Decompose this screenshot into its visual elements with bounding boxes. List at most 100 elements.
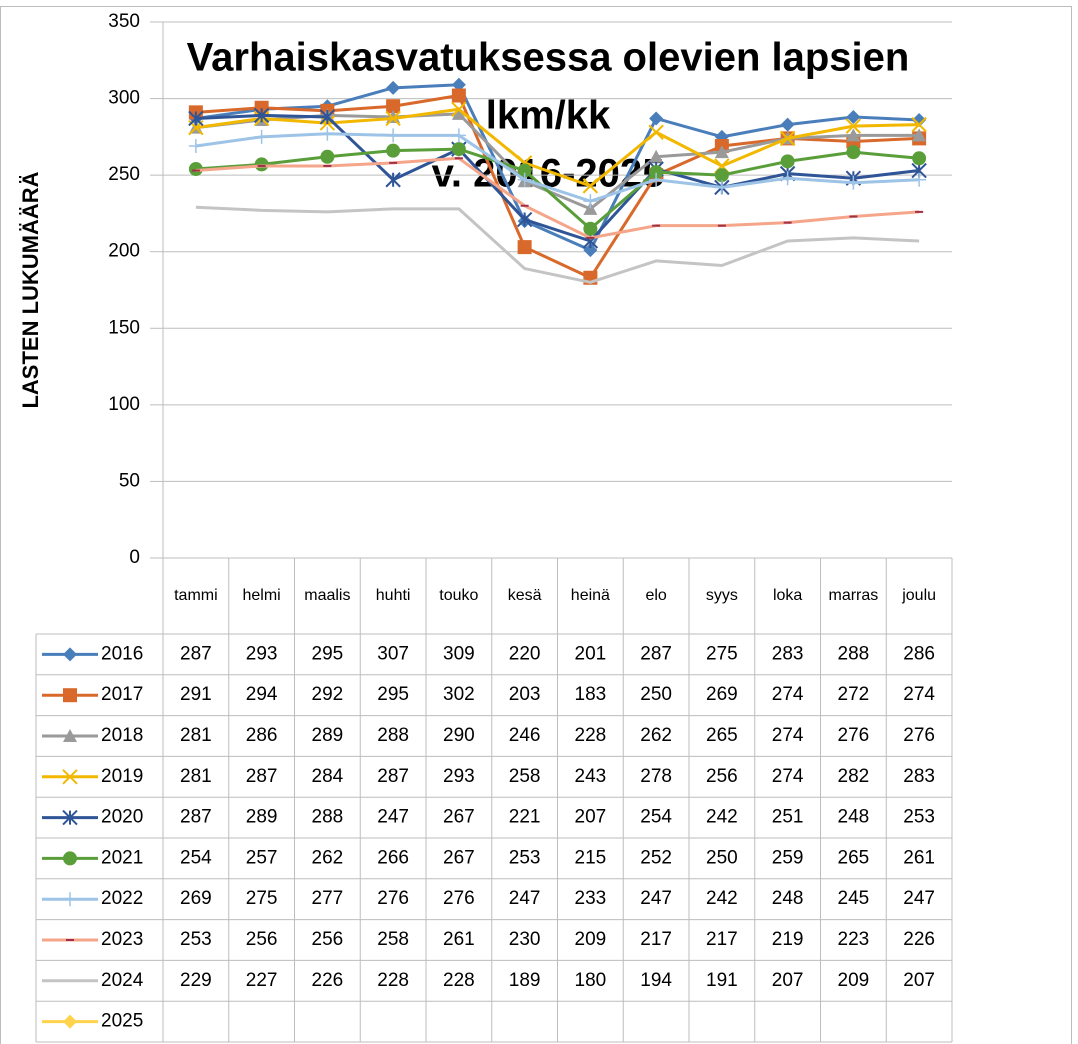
table-value: 246: [509, 725, 541, 746]
marker: [846, 128, 861, 142]
marker: [385, 172, 401, 188]
table-value: 226: [903, 929, 935, 950]
marker: [63, 729, 77, 742]
marker: [451, 88, 466, 103]
table-value: 294: [246, 684, 278, 705]
table-value: 230: [509, 929, 541, 950]
table-value: 257: [246, 847, 278, 868]
table-value: 247: [903, 888, 935, 909]
table-value: 309: [443, 643, 475, 664]
marker: [385, 110, 401, 127]
table-value: 265: [838, 847, 870, 868]
table-value: 209: [838, 970, 870, 991]
marker: [517, 172, 532, 187]
marker: [451, 142, 466, 157]
x-tick-label: huhti: [376, 587, 411, 604]
marker: [254, 157, 269, 172]
marker: [583, 201, 598, 215]
table-value: 242: [706, 807, 738, 828]
table-value: 287: [640, 643, 672, 664]
x-tick-label: syys: [706, 587, 738, 604]
x-tick-label: marras: [828, 587, 878, 604]
table-value: 183: [575, 684, 607, 705]
table-value: 276: [377, 888, 409, 909]
marker: [63, 851, 77, 866]
marker: [583, 221, 598, 236]
y-tick-label: 50: [119, 470, 140, 491]
table-value: 251: [772, 807, 804, 828]
table-value: 207: [772, 970, 804, 991]
y-tick-label: 100: [108, 394, 140, 415]
marker: [63, 892, 77, 907]
table-value: 291: [180, 684, 212, 705]
table-value: 288: [377, 725, 409, 746]
table-value: 223: [838, 929, 870, 950]
table-value: 274: [772, 725, 804, 746]
table-value: 228: [377, 970, 409, 991]
marker: [63, 647, 77, 662]
legend-label: 2017: [101, 684, 143, 705]
table-value: 287: [180, 643, 212, 664]
table-value: 207: [903, 970, 935, 991]
marker: [320, 126, 335, 141]
series-line: [195, 132, 920, 203]
table-value: 289: [312, 725, 344, 746]
table-value: 201: [575, 643, 607, 664]
table-value: 281: [180, 725, 212, 746]
y-tick-label: 350: [108, 11, 140, 32]
chart-title: Varhaiskasvatuksessa olevien lapsien: [187, 36, 910, 80]
table-value: 252: [640, 847, 672, 868]
marker: [63, 1014, 77, 1029]
table-value: 254: [640, 807, 672, 828]
table-value: 278: [640, 766, 672, 787]
table-value: 267: [443, 807, 475, 828]
y-axis-label: LASTEN LUKUMÄÄRÄ: [18, 171, 43, 408]
table-value: 242: [706, 888, 738, 909]
table-value: 189: [509, 970, 541, 991]
marker: [912, 151, 927, 166]
series-line: [195, 83, 920, 252]
marker: [912, 172, 927, 187]
table-value: 288: [312, 807, 344, 828]
marker: [253, 107, 270, 124]
legend-label: 2024: [101, 970, 144, 991]
marker: [780, 117, 795, 132]
marker: [254, 129, 269, 144]
marker: [649, 165, 664, 180]
marker: [649, 111, 664, 126]
marker: [451, 106, 466, 120]
marker: [320, 149, 335, 164]
series-line: [195, 156, 920, 240]
table-value: 282: [838, 766, 870, 787]
table-value: 269: [180, 888, 212, 909]
marker: [912, 128, 927, 142]
table-value: 287: [377, 766, 409, 787]
marker: [386, 128, 401, 143]
x-tick-label: helmi: [243, 587, 281, 604]
table-value: 207: [575, 807, 607, 828]
table-value: 267: [443, 847, 475, 868]
marker: [846, 145, 861, 160]
table-value: 243: [575, 766, 607, 787]
table-value: 286: [246, 725, 278, 746]
table-value: 253: [180, 929, 212, 950]
table-value: 253: [903, 807, 935, 828]
table-value: 227: [246, 970, 278, 991]
marker: [517, 163, 532, 178]
table-value: 194: [640, 970, 672, 991]
table-value: 209: [575, 929, 607, 950]
table-value: 217: [640, 929, 672, 950]
table-value: 269: [706, 684, 738, 705]
legend-label: 2016: [101, 643, 143, 664]
marker: [188, 110, 204, 127]
marker: [62, 769, 78, 785]
legend-label: 2019: [101, 766, 143, 787]
table-value: 281: [180, 766, 212, 787]
legend-label: 2020: [101, 807, 143, 828]
table-value: 295: [377, 684, 409, 705]
marker: [188, 139, 203, 154]
table-value: 219: [772, 929, 804, 950]
marker: [386, 80, 401, 95]
